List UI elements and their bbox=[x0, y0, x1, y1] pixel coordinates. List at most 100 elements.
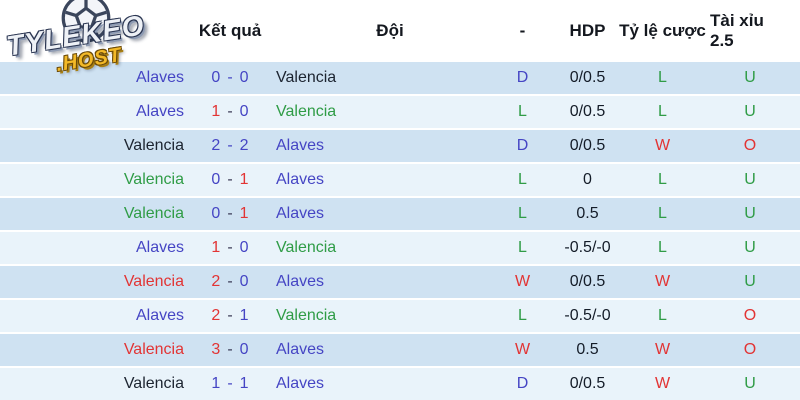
odds-result: L bbox=[658, 69, 667, 86]
score-dash: - bbox=[227, 341, 233, 358]
score-dash: - bbox=[227, 273, 233, 290]
score-home: 2 bbox=[211, 307, 221, 324]
soccer-ball-icon bbox=[61, 0, 111, 43]
table-row: Valencia 0-1 Alaves L 0.5 L U bbox=[0, 198, 800, 230]
score-home: 1 bbox=[211, 103, 221, 120]
odds-result: W bbox=[654, 137, 671, 154]
home-team: Valencia bbox=[123, 205, 184, 222]
handicap-line: -0.5/-0 bbox=[564, 239, 611, 256]
away-team: Alaves bbox=[276, 375, 325, 392]
home-team: Valencia bbox=[123, 341, 184, 358]
away-team: Alaves bbox=[276, 137, 325, 154]
handicap-line: 0.5 bbox=[576, 205, 599, 222]
odds-result: L bbox=[658, 171, 667, 188]
over-under-result: U bbox=[744, 171, 756, 188]
score: 3-0 bbox=[190, 341, 270, 359]
away-team: Valencia bbox=[276, 103, 337, 120]
score-away: 1 bbox=[239, 375, 249, 392]
handicap-result: D bbox=[516, 375, 529, 392]
handicap-result: W bbox=[514, 341, 531, 358]
score-dash: - bbox=[227, 69, 233, 86]
handicap-result: W bbox=[514, 273, 531, 290]
over-under-result: U bbox=[744, 69, 756, 86]
score-away: 0 bbox=[239, 273, 249, 290]
away-team: Valencia bbox=[276, 239, 337, 256]
score-home: 1 bbox=[211, 239, 221, 256]
score-home: 0 bbox=[211, 171, 221, 188]
score: 1-0 bbox=[190, 103, 270, 121]
score-home: 0 bbox=[211, 205, 221, 222]
table-row: Valencia 2-0 Alaves W 0/0.5 W U bbox=[0, 266, 800, 298]
score-away: 1 bbox=[239, 307, 249, 324]
score-dash: - bbox=[227, 171, 233, 188]
score-away: 1 bbox=[239, 205, 249, 222]
handicap-line: 0/0.5 bbox=[569, 103, 606, 120]
table-row: Alaves 1-0 Valencia L 0/0.5 L U bbox=[0, 96, 800, 128]
score: 0-0 bbox=[190, 69, 270, 87]
away-team: Alaves bbox=[276, 205, 325, 222]
odds-result: W bbox=[654, 375, 671, 392]
home-team: Alaves bbox=[135, 239, 184, 256]
score-dash: - bbox=[227, 103, 233, 120]
over-under-result: U bbox=[744, 239, 756, 256]
score-home: 2 bbox=[211, 273, 221, 290]
odds-result: L bbox=[658, 205, 667, 222]
score: 0-1 bbox=[190, 171, 270, 189]
handicap-line: 0/0.5 bbox=[569, 375, 606, 392]
odds-result: W bbox=[654, 341, 671, 358]
over-under-result: U bbox=[744, 205, 756, 222]
away-team: Alaves bbox=[276, 341, 325, 358]
table-row: Valencia 2-2 Alaves D 0/0.5 W O bbox=[0, 130, 800, 162]
table-row: Valencia 0-1 Alaves L 0 L U bbox=[0, 164, 800, 196]
score-home: 2 bbox=[211, 137, 221, 154]
odds-result: W bbox=[654, 273, 671, 290]
over-under-result: U bbox=[744, 375, 756, 392]
handicap-result: D bbox=[516, 69, 529, 86]
score-dash: - bbox=[227, 205, 233, 222]
score-away: 0 bbox=[239, 69, 249, 86]
home-team: Alaves bbox=[135, 69, 184, 86]
home-team: Valencia bbox=[123, 375, 184, 392]
score-home: 1 bbox=[211, 375, 221, 392]
header-over-under: Tài xỉu 2.5 bbox=[710, 11, 764, 50]
score: 1-1 bbox=[190, 375, 270, 393]
handicap-result: L bbox=[518, 103, 527, 120]
score: 2-1 bbox=[190, 307, 270, 325]
score-dash: - bbox=[227, 375, 233, 392]
handicap-result: L bbox=[518, 307, 527, 324]
results-table: Alaves 0-0 Valencia D 0/0.5 L U Alaves 1… bbox=[0, 62, 800, 400]
over-under-result: U bbox=[744, 273, 756, 290]
score-dash: - bbox=[227, 137, 233, 154]
score-away: 0 bbox=[239, 239, 249, 256]
home-team: Alaves bbox=[135, 307, 184, 324]
header-dash: - bbox=[519, 21, 526, 40]
handicap-line: 0 bbox=[583, 171, 592, 188]
score: 0-1 bbox=[190, 205, 270, 223]
score: 2-2 bbox=[190, 137, 270, 155]
home-team: Valencia bbox=[123, 273, 184, 290]
over-under-result: O bbox=[743, 137, 757, 154]
score-home: 0 bbox=[211, 69, 221, 86]
table-row: Alaves 1-0 Valencia L -0.5/-0 L U bbox=[0, 232, 800, 264]
table-row: Alaves 0-0 Valencia D 0/0.5 L U bbox=[0, 62, 800, 94]
odds-result: L bbox=[658, 103, 667, 120]
header-result: Kết quả bbox=[198, 21, 262, 40]
score-away: 0 bbox=[239, 103, 249, 120]
odds-result: L bbox=[658, 239, 667, 256]
header-team: Đội bbox=[376, 21, 404, 40]
handicap-result: D bbox=[516, 137, 529, 154]
score-dash: - bbox=[227, 239, 233, 256]
away-team: Valencia bbox=[276, 69, 337, 86]
score: 1-0 bbox=[190, 239, 270, 257]
over-under-result: O bbox=[743, 307, 757, 324]
over-under-result: O bbox=[743, 341, 757, 358]
odds-result: L bbox=[658, 307, 667, 324]
over-under-result: U bbox=[744, 103, 756, 120]
handicap-line: 0.5 bbox=[576, 341, 599, 358]
table-row: Valencia 3-0 Alaves W 0.5 W O bbox=[0, 334, 800, 366]
home-team: Valencia bbox=[123, 137, 184, 154]
site-logo[interactable]: TYLEKEO .HOST bbox=[4, 0, 174, 80]
score-away: 1 bbox=[239, 171, 249, 188]
home-team: Valencia bbox=[123, 171, 184, 188]
